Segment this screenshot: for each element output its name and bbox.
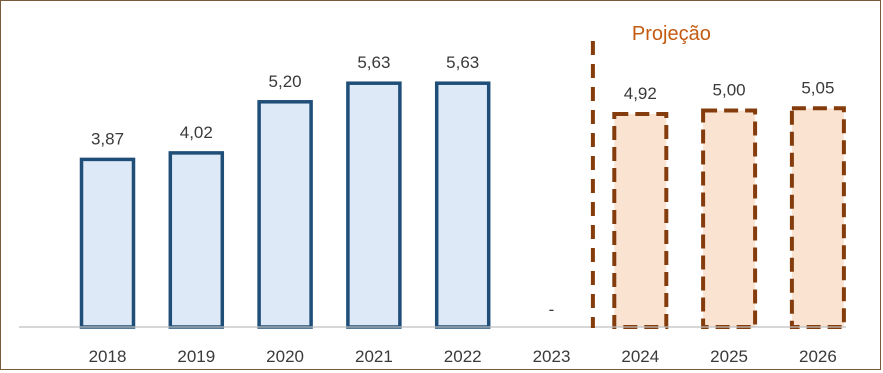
projection-label: Projeção — [632, 23, 711, 45]
value-label-2018: 3,87 — [91, 129, 124, 148]
bar-2024 — [612, 112, 669, 329]
bar-2025 — [701, 108, 758, 329]
bar-2026 — [789, 106, 846, 329]
x-tick-2024: 2024 — [621, 347, 659, 366]
value-label-2026: 5,05 — [801, 78, 834, 97]
x-tick-2018: 2018 — [89, 347, 127, 366]
x-tick-2021: 2021 — [355, 347, 393, 366]
bars-layer — [79, 81, 846, 329]
x-tick-2020: 2020 — [266, 347, 304, 366]
x-tick-2023: 2023 — [533, 347, 571, 366]
x-tick-2022: 2022 — [444, 347, 482, 366]
value-label-2024: 4,92 — [624, 84, 657, 103]
x-tick-labels-layer: 2018 2019 2020 2021 2022 2023 2024 2025 2026 — [89, 347, 837, 366]
x-tick-2025: 2025 — [710, 347, 748, 366]
value-label-2021: 5,63 — [357, 53, 390, 72]
value-label-2025: 5,00 — [713, 81, 746, 100]
value-labels-layer: 3,87 4,02 5,20 5,63 5,63 - 4,92 5,00 5,05 — [91, 53, 834, 319]
bar-2018 — [79, 157, 136, 329]
value-label-2023: - — [549, 300, 555, 319]
value-label-2022: 5,63 — [446, 53, 479, 72]
bar-2021 — [346, 81, 402, 329]
x-tick-2019: 2019 — [177, 347, 215, 366]
value-label-2020: 5,20 — [269, 72, 302, 91]
x-tick-2026: 2026 — [799, 347, 837, 366]
bar-2020 — [257, 100, 313, 329]
bar-2022 — [434, 81, 491, 329]
value-label-2019: 4,02 — [180, 123, 213, 142]
bar-2019 — [168, 151, 225, 329]
